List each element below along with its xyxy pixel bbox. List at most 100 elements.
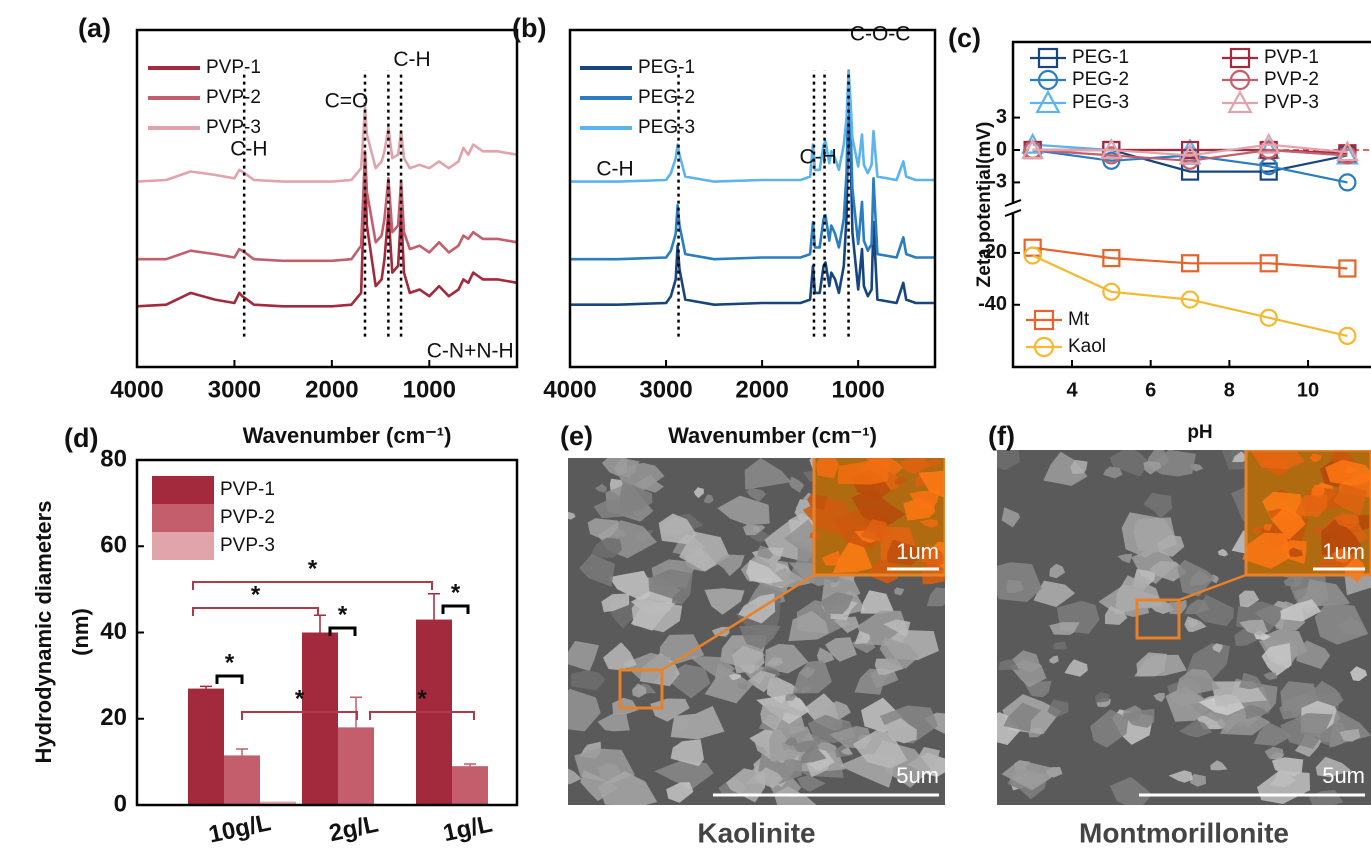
significance-label: * [251, 581, 261, 608]
x-tick-label: 2000 [735, 376, 788, 403]
y-tick-label: 40 [100, 618, 127, 645]
significance-label: * [295, 685, 305, 712]
spectrum-line [570, 94, 935, 305]
annotation: C-H [393, 48, 430, 71]
legend-label: PEG-1 [1072, 47, 1129, 68]
x-tick-label: 8 [1224, 379, 1235, 401]
x-tick-label: 4000 [110, 376, 163, 403]
significance-bracket [242, 712, 357, 720]
annotation: C-H [596, 157, 633, 180]
bar [224, 755, 260, 805]
x-tick-label: 4 [1066, 379, 1078, 401]
significance-bracket [193, 582, 432, 590]
x-tick-label: 4000 [543, 376, 596, 403]
significance-bracket [193, 608, 318, 616]
figure: (a)4000300020001000PVP-1PVP-2PVP-3C-HC=O… [0, 0, 1371, 853]
legend-label: PEG-3 [1072, 92, 1129, 113]
error-bar [200, 686, 212, 688]
x-tick-label: 2000 [305, 376, 358, 403]
y-tick-label: 60 [100, 532, 127, 559]
legend-label: PVP-2 [1264, 69, 1319, 90]
scale-label: 5um [1322, 763, 1365, 788]
spectrum-line [137, 172, 517, 307]
legend-label: PEG-2 [638, 87, 695, 108]
plot-frame [1013, 42, 1371, 367]
spectrum-line [137, 151, 517, 260]
micrograph [979, 431, 1371, 811]
panel-label: (a) [78, 13, 111, 43]
axis-break [1005, 200, 1021, 216]
series-line [1033, 248, 1348, 269]
significance-label: * [417, 685, 427, 712]
legend-label: PVP-1 [206, 57, 261, 78]
annotation: C=O [325, 90, 369, 113]
x-tick-label: 3000 [208, 376, 261, 403]
legend-label: PEG-1 [638, 57, 695, 78]
bar [338, 727, 374, 805]
x-axis-label: pH [1187, 422, 1212, 443]
y-tick-label: 0 [996, 138, 1007, 160]
legend-swatch [152, 532, 214, 560]
texture [984, 562, 1042, 602]
legend-swatch [152, 504, 214, 532]
x-tick-label: 1000 [831, 376, 884, 403]
annotation: C-H [230, 138, 267, 161]
caption: Montmorillonite [1079, 817, 1289, 848]
bar [452, 766, 488, 805]
micrograph [556, 445, 967, 814]
scale-label: 1um [896, 539, 939, 564]
spectrum-line [137, 108, 517, 182]
significance-bracket [443, 606, 468, 614]
panel-label: (c) [948, 23, 981, 53]
x-tick-label: 1000 [403, 376, 456, 403]
y-axis-label: Zeta potential(mV) [974, 122, 995, 288]
y-tick-label: 20 [100, 704, 127, 731]
scale-label: 1um [1322, 539, 1365, 564]
plot-frame [570, 30, 935, 367]
significance-label: * [451, 579, 461, 606]
legend-label: PVP-3 [220, 535, 275, 556]
panel-label: (d) [64, 423, 98, 453]
panel-label: (f) [988, 421, 1015, 451]
panel-label: (e) [560, 421, 593, 451]
legend-label: Kaol [1068, 336, 1106, 357]
legend-label: PVP-3 [1264, 92, 1319, 113]
significance-label: * [225, 649, 235, 676]
y-axis-label: Hydrodynamic diameters [31, 501, 56, 764]
legend-label: PVP-3 [206, 117, 261, 138]
y-tick-label: 80 [100, 445, 127, 472]
legend-label: PVP-2 [206, 87, 261, 108]
error-bar [236, 749, 248, 755]
significance-label: * [338, 601, 348, 628]
legend-label: PEG-2 [1072, 69, 1129, 90]
significance-label: * [308, 555, 318, 582]
significance-bracket [217, 676, 242, 684]
x-tick-label: 10g/L [206, 809, 273, 848]
annotation: C-N+N-H [427, 339, 514, 362]
error-bar [314, 615, 326, 632]
legend-label: PVP-1 [1264, 47, 1319, 68]
plot-frame [137, 30, 517, 367]
annotation: C-H [799, 146, 836, 169]
x-tick-label: 1g/L [441, 811, 495, 848]
x-axis-label: Wavenumber (cm⁻¹) [668, 423, 877, 448]
caption: Kaolinite [697, 817, 815, 848]
x-tick-label: 6 [1145, 379, 1156, 401]
x-tick-label: 10 [1297, 379, 1319, 401]
scale-label: 5um [896, 763, 939, 788]
x-tick-label: 3000 [639, 376, 692, 403]
legend-label: PVP-1 [220, 479, 275, 500]
y-axis-label: (nm) [68, 608, 93, 656]
bar [302, 633, 338, 806]
y-tick-label: -40 [978, 293, 1007, 315]
error-bar [428, 594, 440, 620]
x-axis-label: Wavenumber (cm⁻¹) [243, 423, 452, 448]
legend-label: Mt [1068, 309, 1090, 330]
annotation: C-O-C [850, 23, 911, 46]
error-bar [464, 764, 476, 766]
legend-label: PVP-2 [220, 507, 275, 528]
panel-label: (b) [512, 13, 546, 43]
y-tick-label: 0 [114, 790, 127, 817]
bar [188, 689, 224, 805]
legend-swatch [152, 476, 214, 504]
